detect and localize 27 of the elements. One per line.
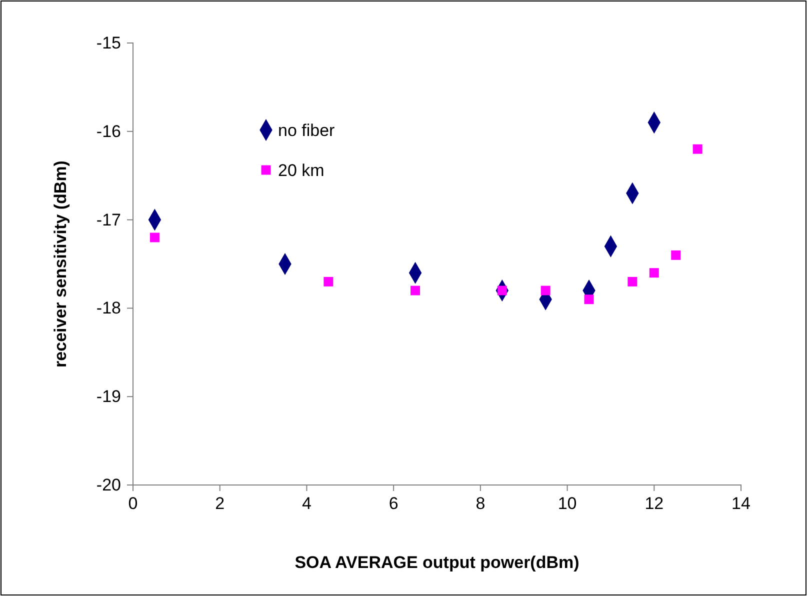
x-tick-label: 12 — [644, 494, 664, 514]
x-tick-label: 6 — [388, 494, 398, 514]
point — [540, 286, 550, 296]
point — [649, 268, 659, 278]
legend-label: 20 km — [278, 161, 324, 180]
x-axis-title: SOA AVERAGE output power(dBm) — [294, 553, 580, 572]
y-tick-label: -20 — [96, 475, 121, 494]
x-tick-label: 2 — [215, 494, 225, 514]
point — [324, 276, 334, 286]
x-tick-label: 0 — [128, 494, 138, 514]
point — [671, 250, 681, 260]
point — [584, 294, 594, 304]
point — [410, 286, 420, 296]
y-tick-label: -17 — [96, 210, 121, 230]
point — [628, 276, 638, 286]
x-tick-label: 8 — [476, 494, 486, 514]
y-tick-label: -16 — [96, 122, 121, 141]
x-tick-label: 4 — [302, 494, 312, 514]
point — [692, 144, 702, 154]
legend-label: no fiber — [278, 121, 336, 140]
x-tick-label: 14 — [732, 494, 750, 514]
y-tick-label: -18 — [96, 298, 121, 318]
y-axis-title: receiver sensitivity (dBm) — [51, 160, 70, 368]
y-tick-label: -19 — [96, 387, 121, 406]
x-tick-label: 10 — [558, 494, 577, 514]
y-tick-label: -15 — [96, 33, 121, 52]
point — [150, 232, 160, 242]
